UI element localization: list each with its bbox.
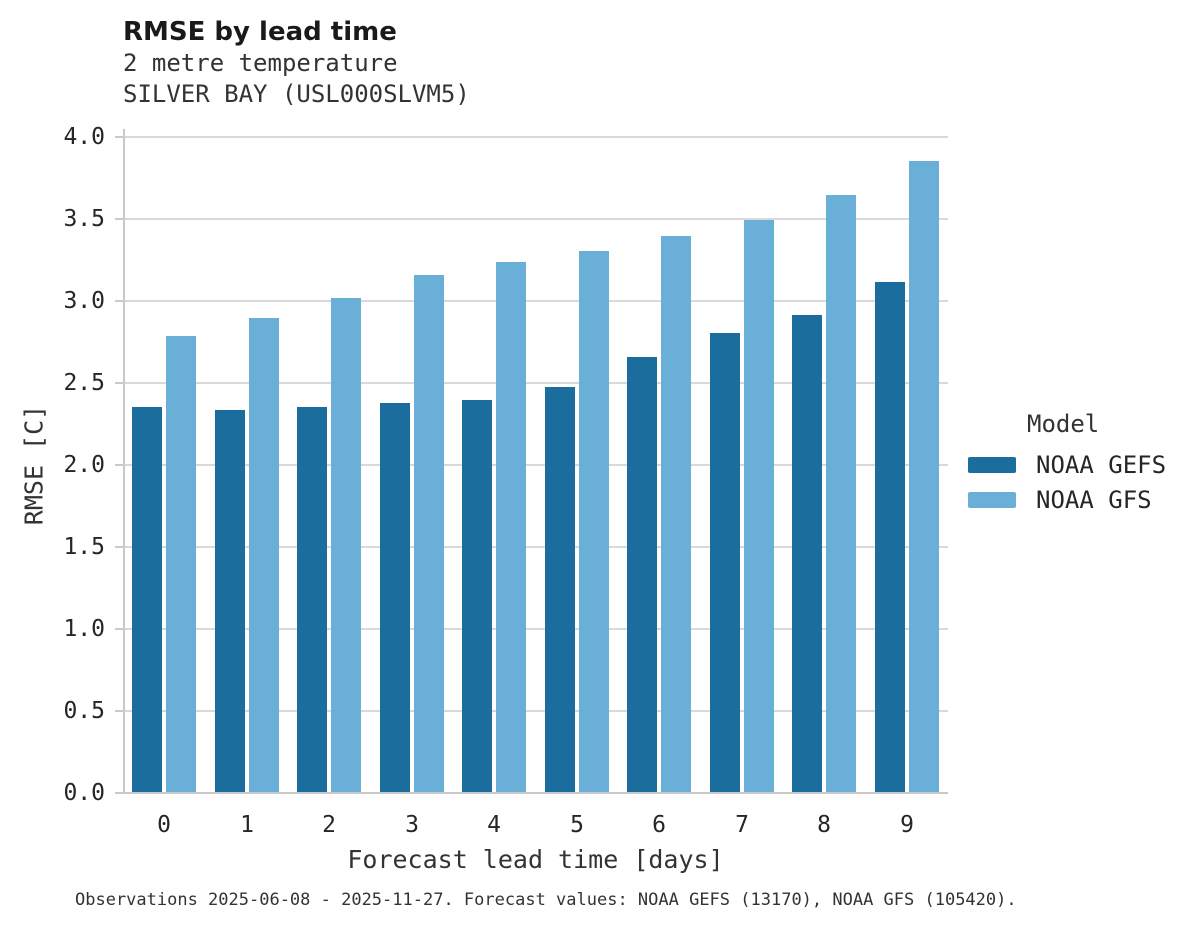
bar-noaa-gefs-lead-3 [380,403,410,792]
bar-noaa-gefs-lead-4 [462,400,492,792]
y-tick-label: 4.0 [63,124,105,150]
bar-noaa-gfs-lead-1 [249,318,279,792]
bar-noaa-gfs-lead-3 [414,275,444,792]
bar-noaa-gefs-lead-9 [875,282,905,792]
chart-subtitle-variable: 2 metre temperature [123,49,398,77]
bar-noaa-gefs-lead-0 [132,407,162,792]
x-tick-label: 1 [240,812,254,838]
y-tick-label: 3.0 [63,288,105,314]
legend-item-noaa-gefs: NOAA GEFS [968,447,1166,482]
gridline [123,218,948,220]
bar-noaa-gefs-lead-8 [792,315,822,792]
x-tick-label: 5 [570,812,584,838]
legend-label-noaa-gefs: NOAA GEFS [1036,450,1167,479]
x-axis-spine [123,792,948,794]
bar-noaa-gefs-lead-2 [297,407,327,792]
bar-noaa-gfs-lead-6 [661,236,691,792]
chart-subtitle-station: SILVER BAY (USL000SLVM5) [123,80,470,108]
y-axis-tick [115,792,123,794]
legend-title: Model [1027,410,1100,438]
y-axis-tick [115,546,123,548]
bar-noaa-gefs-lead-7 [710,333,740,792]
y-axis-tick [115,382,123,384]
y-axis-tick [115,464,123,466]
legend-swatch-noaa-gfs [968,491,1016,508]
y-tick-label: 0.0 [63,780,105,806]
legend-label-noaa-gfs: NOAA GFS [1036,485,1152,514]
legend-swatch-noaa-gefs [968,456,1016,473]
bar-noaa-gefs-lead-5 [545,387,575,792]
bar-noaa-gfs-lead-0 [166,336,196,792]
x-axis-title: Forecast lead time [days] [347,845,724,874]
x-tick-label: 9 [900,812,914,838]
chart-title: RMSE by lead time [123,17,397,47]
x-tick-label: 3 [405,812,419,838]
y-tick-label: 2.5 [63,370,105,396]
y-axis-tick [115,136,123,138]
plot-area [115,129,948,794]
y-tick-label: 0.5 [63,698,105,724]
gridline [123,464,948,466]
chart-header: RMSE by lead time 2 metre temperature SI… [123,16,470,110]
gridline [123,382,948,384]
bar-noaa-gfs-lead-4 [496,262,526,792]
legend: Model NOAA GEFS NOAA GFS [968,410,1166,517]
x-tick-label: 4 [487,812,501,838]
x-tick-label: 0 [157,812,171,838]
y-axis-tick [115,628,123,630]
bar-noaa-gfs-lead-2 [331,298,361,792]
bar-noaa-gfs-lead-5 [579,251,609,792]
y-tick-label: 2.0 [63,452,105,478]
gridline [123,710,948,712]
x-tick-label: 7 [735,812,749,838]
y-axis-tick [115,300,123,302]
x-tick-label: 8 [817,812,831,838]
bar-noaa-gefs-lead-1 [215,410,245,792]
bar-noaa-gfs-lead-8 [826,195,856,792]
y-axis-title: RMSE [C] [19,404,49,526]
bar-noaa-gefs-lead-6 [627,357,657,792]
gridline [123,546,948,548]
footer-note: Observations 2025-06-08 - 2025-11-27. Fo… [75,890,1017,910]
y-axis-spine [123,129,125,794]
y-tick-label: 1.0 [63,616,105,642]
bar-noaa-gfs-lead-7 [744,220,774,792]
legend-item-noaa-gfs: NOAA GFS [968,482,1166,517]
x-tick-label: 6 [652,812,666,838]
y-axis-tick [115,218,123,220]
gridline [123,300,948,302]
y-tick-label: 1.5 [63,534,105,560]
gridline [123,628,948,630]
gridline [123,136,948,138]
x-tick-label: 2 [322,812,336,838]
y-axis-tick [115,710,123,712]
bar-noaa-gfs-lead-9 [909,161,939,792]
y-tick-label: 3.5 [63,206,105,232]
